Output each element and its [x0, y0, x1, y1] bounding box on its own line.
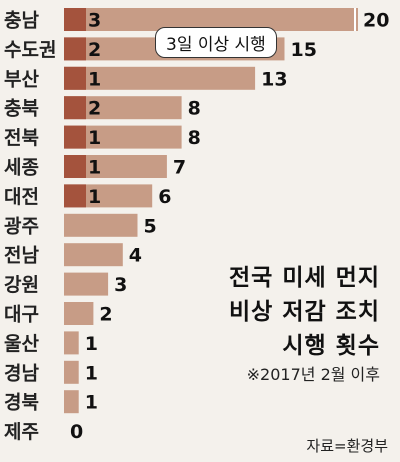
total-bar — [64, 66, 256, 90]
region-label: 부산 — [4, 68, 39, 90]
value-label: 4 — [129, 245, 142, 267]
emergency-bar — [64, 8, 86, 31]
emergency-value-label: 1 — [88, 157, 101, 179]
value-label: 7 — [173, 157, 186, 179]
total-bar — [64, 155, 167, 178]
region-label: 광주 — [4, 215, 39, 237]
total-bar — [64, 302, 94, 325]
region-label: 충북 — [4, 98, 39, 120]
emergency-bar — [64, 125, 86, 149]
chart-subtitle: ※2017년 2월 이후 — [246, 365, 380, 384]
region-label: 대구 — [4, 304, 39, 326]
emergency-bar — [64, 155, 86, 178]
emergency-value-label: 2 — [88, 39, 101, 61]
region-label: 강원 — [4, 274, 39, 296]
region-label: 제주 — [4, 421, 39, 443]
value-label: 3 — [114, 274, 127, 296]
value-label: 0 — [70, 421, 83, 443]
emergency-bar — [64, 96, 86, 120]
chart-title-line-2: 비상 저감 조치 — [229, 299, 380, 325]
total-bar — [64, 243, 123, 267]
emergency-value-label: 1 — [88, 127, 101, 149]
total-bar — [64, 272, 109, 296]
region-label: 대전 — [4, 186, 39, 208]
value-label: 6 — [158, 186, 171, 208]
region-label: 전남 — [4, 245, 39, 267]
total-bar — [64, 8, 358, 31]
region-label: 수도권 — [4, 39, 56, 61]
chart-title-line-3: 시행 횟수 — [282, 333, 380, 359]
value-label: 2 — [99, 304, 112, 326]
total-bar — [64, 360, 79, 384]
source-note: 자료=환경부 — [306, 437, 388, 455]
region-label: 충남 — [4, 10, 39, 32]
value-label: 13 — [261, 68, 287, 90]
emergency-bar — [64, 66, 86, 90]
region-label: 세종 — [4, 157, 39, 179]
region-label: 전북 — [4, 127, 39, 149]
region-label: 울산 — [4, 333, 39, 355]
total-bar — [64, 184, 153, 208]
value-label: 15 — [291, 39, 317, 61]
value-label: 8 — [188, 127, 201, 149]
value-label: 5 — [144, 215, 157, 237]
emergency-value-label: 2 — [88, 98, 101, 120]
emergency-value-label: 3 — [88, 10, 101, 32]
value-label: 8 — [188, 98, 201, 120]
total-bar — [64, 213, 138, 237]
chart-title-line-1: 전국 미세 먼지 — [229, 265, 380, 291]
emergency-bar — [64, 37, 86, 61]
region-label: 경남 — [4, 362, 39, 384]
region-label: 경북 — [4, 392, 39, 414]
total-bar — [64, 96, 182, 120]
value-label: 20 — [363, 10, 389, 32]
emergency-value-label: 1 — [88, 68, 101, 90]
emergency-bar — [64, 184, 86, 208]
callout-label: 3일 이상 시행 — [155, 27, 277, 58]
total-bar — [64, 331, 79, 355]
total-bar — [64, 125, 182, 149]
value-label: 1 — [85, 333, 98, 355]
value-label: 1 — [85, 392, 98, 414]
emergency-value-label: 1 — [88, 186, 101, 208]
value-label: 1 — [85, 362, 98, 384]
total-bar — [64, 390, 79, 414]
